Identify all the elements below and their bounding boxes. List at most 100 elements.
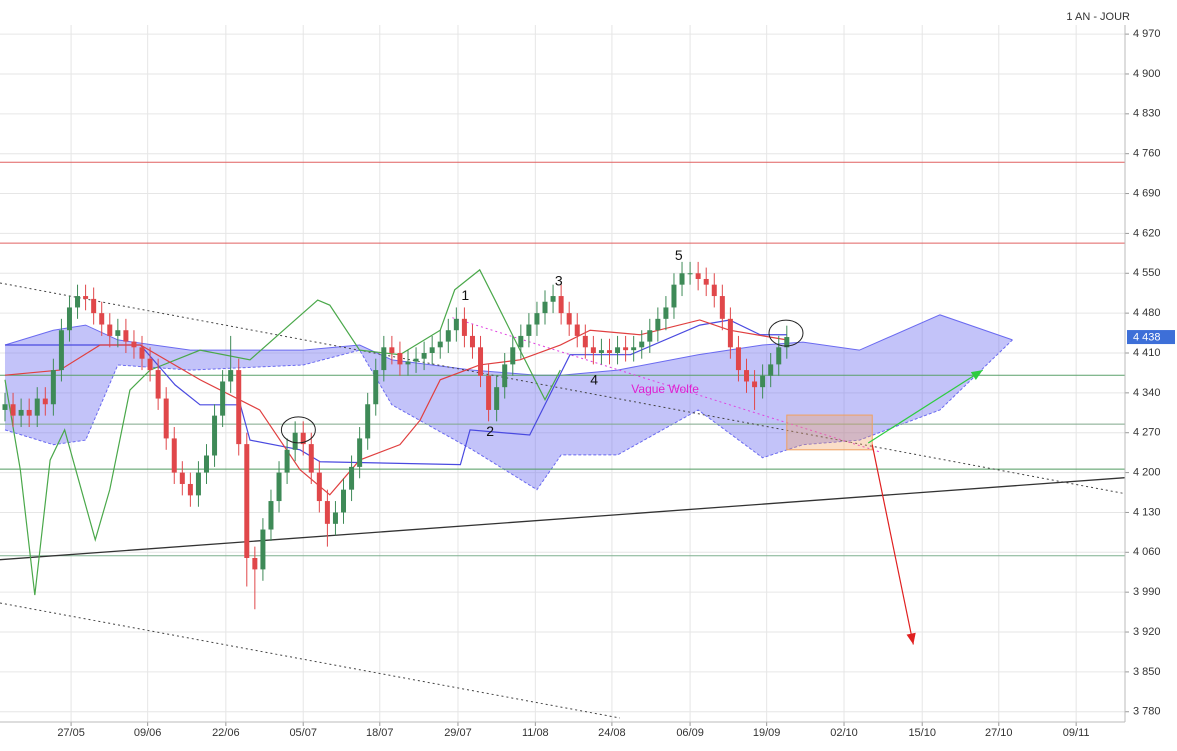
candle-body — [155, 370, 161, 399]
candle-body — [268, 501, 274, 530]
candle-body — [631, 347, 637, 351]
candle-body — [10, 404, 16, 416]
candle-body — [381, 347, 387, 371]
x-tick-label: 22/06 — [212, 727, 240, 739]
candle-body — [147, 358, 153, 371]
x-tick-label: 02/10 — [830, 727, 858, 739]
last-price-tag — [1127, 330, 1175, 345]
candle-body — [534, 313, 540, 325]
candle-body — [26, 409, 32, 416]
candle-body — [389, 347, 395, 353]
candle-body — [687, 273, 693, 275]
arrow-head — [906, 632, 916, 645]
candle-body — [711, 284, 717, 297]
candle-body — [598, 350, 604, 353]
candle-body — [397, 353, 403, 365]
y-tick-label: 4 900 — [1133, 68, 1161, 80]
y-tick-label: 4 550 — [1133, 267, 1161, 279]
candle-body — [752, 381, 758, 388]
candle-body — [316, 472, 322, 502]
candle-body — [34, 398, 40, 416]
target-zone — [786, 414, 873, 451]
candle-body — [2, 404, 8, 410]
candle-body — [187, 483, 193, 496]
candle-body — [179, 472, 185, 484]
candle-body — [445, 330, 451, 342]
candle-body — [623, 347, 629, 351]
candle-body — [139, 347, 145, 359]
candle-body — [212, 415, 218, 456]
candle-body — [502, 364, 508, 388]
candle-body — [558, 296, 564, 314]
candle-body — [719, 296, 725, 319]
candle-body — [695, 273, 701, 279]
y-tick-label: 4 760 — [1133, 148, 1161, 160]
x-tick-label: 27/10 — [985, 727, 1013, 739]
candle-body — [107, 324, 113, 336]
annotation: 1 — [461, 287, 469, 303]
trend-line — [0, 282, 1125, 495]
candle-body — [260, 529, 266, 570]
x-tick-label: 15/10 — [908, 727, 936, 739]
candle-body — [478, 347, 484, 376]
candle-body — [582, 335, 588, 348]
annotation: 5 — [675, 247, 683, 263]
y-tick-label: 3 990 — [1133, 586, 1161, 598]
x-tick-label: 05/07 — [289, 727, 317, 739]
arrow-line — [867, 369, 983, 444]
candle-body — [421, 353, 427, 359]
candle-body — [760, 375, 766, 388]
x-tick-label: 27/05 — [57, 727, 85, 739]
candle-body — [703, 278, 709, 285]
y-tick-label: 4 130 — [1133, 506, 1161, 518]
annotation: Vague Wolfe — [631, 382, 699, 396]
highlight-circle — [768, 319, 804, 347]
candle-body — [50, 370, 56, 405]
candle-body — [58, 330, 64, 371]
candle-body — [300, 432, 306, 445]
candle-body — [453, 318, 459, 331]
candle-body — [542, 301, 548, 314]
x-tick-label: 18/07 — [366, 727, 394, 739]
candle-body — [461, 318, 467, 336]
candle-body — [744, 370, 750, 382]
candle-body — [550, 296, 556, 302]
indicator-line — [4, 268, 561, 596]
candle-body — [324, 501, 330, 524]
annotation: 2 — [486, 423, 494, 439]
candle-body — [349, 466, 355, 490]
candle-body — [405, 361, 411, 365]
y-tick-label: 4 270 — [1133, 427, 1161, 439]
candle-body — [66, 307, 72, 331]
candle-body — [171, 438, 177, 473]
trend-line — [0, 477, 1125, 561]
candle-body — [195, 472, 201, 496]
y-tick-label: 4 830 — [1133, 108, 1161, 120]
candle-body — [83, 296, 89, 299]
plot-area — [0, 25, 1125, 722]
x-tick-label: 09/06 — [134, 727, 162, 739]
candle-body — [228, 370, 234, 382]
x-tick-label: 06/09 — [676, 727, 704, 739]
candle-body — [91, 298, 97, 314]
highlight-circle — [280, 416, 316, 444]
candle-body — [727, 318, 733, 348]
candle-body — [606, 350, 612, 353]
candle-body — [679, 273, 685, 285]
ichimoku-cloud — [4, 314, 1013, 490]
x-tick-label: 29/07 — [444, 727, 472, 739]
candle-body — [236, 370, 242, 445]
y-tick-label: 3 850 — [1133, 666, 1161, 678]
y-tick-label: 4 620 — [1133, 227, 1161, 239]
candle-body — [252, 558, 258, 570]
candle-body — [639, 341, 645, 348]
candle-body — [284, 449, 290, 473]
y-tick-label: 3 920 — [1133, 626, 1161, 638]
candle-body — [373, 370, 379, 405]
arrow-line — [871, 444, 914, 645]
candle-body — [469, 335, 475, 348]
last-price-label: 4 438 — [1133, 331, 1161, 343]
candle-body — [341, 489, 347, 513]
x-tick-label: 11/08 — [522, 727, 549, 739]
